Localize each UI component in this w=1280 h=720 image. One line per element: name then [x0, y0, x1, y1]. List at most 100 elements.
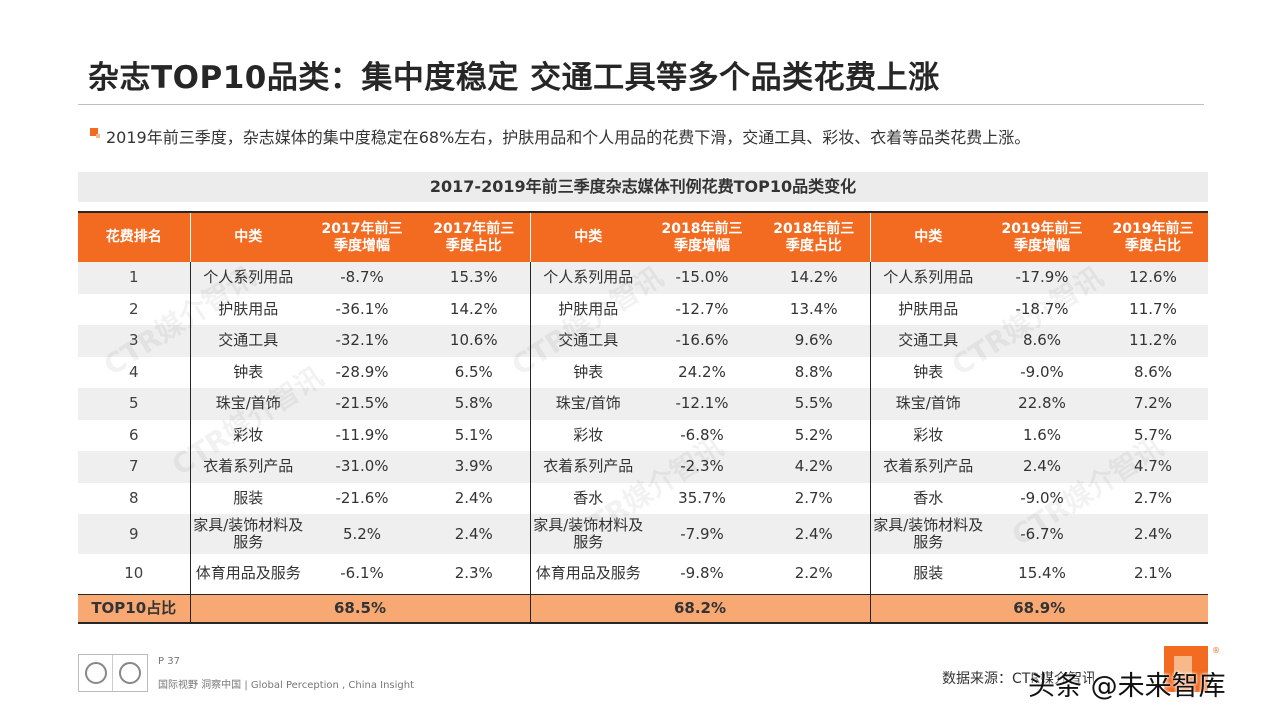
table-row: 3 交通工具 -32.1% 10.6% 交通工具 -16.6% 9.6% 交通工具 8.6% 11… — [78, 325, 1208, 357]
header-category-2019: 中类 — [870, 211, 986, 262]
growth-cell: -28.9% — [306, 356, 418, 388]
rank-cell: 1 — [78, 262, 191, 294]
rank-cell: 3 — [78, 325, 191, 357]
rank-cell: 10 — [78, 554, 191, 594]
category-cell: 服装 — [190, 482, 306, 514]
header-share-2018: 2018年前三 季度占比 — [758, 211, 871, 262]
certification-logo — [78, 654, 148, 692]
growth-cell: -6.1% — [306, 554, 418, 594]
share-cell: 14.2% — [418, 293, 531, 325]
category-cell: 护肤用品 — [530, 293, 646, 325]
rank-cell: 5 — [78, 388, 191, 420]
growth-cell: -8.7% — [306, 262, 418, 294]
share-cell: 5.8% — [418, 388, 531, 420]
header-share-2017: 2017年前三 季度占比 — [418, 211, 531, 262]
growth-cell: -32.1% — [306, 325, 418, 357]
data-table: 花费排名 中类 2017年前三 季度增幅 2017年前三 季度占比 中类 2018年… — [78, 211, 1208, 624]
footer-label: TOP10占比 — [78, 593, 191, 624]
growth-cell: -31.0% — [306, 451, 418, 483]
category-cell: 钟表 — [530, 356, 646, 388]
share-cell: 2.4% — [758, 514, 871, 554]
rank-cell: 9 — [78, 514, 191, 554]
category-cell: 珠宝/首饰 — [190, 388, 306, 420]
category-cell: 交通工具 — [530, 325, 646, 357]
category-cell: 个人系列用品 — [530, 262, 646, 294]
category-cell: 香水 — [870, 482, 986, 514]
growth-cell: -9.0% — [986, 356, 1098, 388]
category-cell: 家具/装饰材料及服务 — [870, 514, 986, 554]
growth-cell: -17.9% — [986, 262, 1098, 294]
share-cell: 2.2% — [758, 554, 871, 594]
growth-cell: -11.9% — [306, 419, 418, 451]
share-cell: 2.7% — [1098, 482, 1208, 514]
share-cell: 2.4% — [1098, 514, 1208, 554]
growth-cell: -12.7% — [646, 293, 758, 325]
footer-value-2018: 68.2% — [530, 593, 871, 624]
table-row: 7 衣着系列产品 -31.0% 3.9% 衣着系列产品 -2.3% 4.2% 衣着系列产品 2.… — [78, 451, 1208, 483]
share-cell: 12.6% — [1098, 262, 1208, 294]
source-overlay-watermark: 头条 @未来智库 — [1028, 671, 1226, 702]
category-cell: 珠宝/首饰 — [870, 388, 986, 420]
footer-value-2017: 68.5% — [190, 593, 531, 624]
page-number: P 37 — [158, 656, 180, 667]
iso-badge-icon — [79, 655, 113, 691]
category-cell: 衣着系列产品 — [190, 451, 306, 483]
share-cell: 2.4% — [418, 482, 531, 514]
share-cell: 4.7% — [1098, 451, 1208, 483]
rank-cell: 2 — [78, 293, 191, 325]
category-cell: 个人系列用品 — [870, 262, 986, 294]
growth-cell: -21.6% — [306, 482, 418, 514]
growth-cell: -18.7% — [986, 293, 1098, 325]
table-row: 2 护肤用品 -36.1% 14.2% 护肤用品 -12.7% 13.4% 护肤用品 -18.7… — [78, 293, 1208, 325]
share-cell: 2.4% — [418, 514, 531, 554]
share-cell: 5.1% — [418, 419, 531, 451]
header-share-2019: 2019年前三 季度占比 — [1098, 211, 1208, 262]
share-cell: 6.5% — [418, 356, 531, 388]
category-cell: 衣着系列产品 — [870, 451, 986, 483]
share-cell: 9.6% — [758, 325, 871, 357]
category-cell: 钟表 — [190, 356, 306, 388]
growth-cell: -9.0% — [986, 482, 1098, 514]
header-rank: 花费排名 — [78, 211, 191, 262]
table-row: 9 家具/装饰材料及服务 5.2% 2.4% 家具/装饰材料及服务 -7.9% 2.4% 家具… — [78, 514, 1208, 554]
growth-cell: 5.2% — [306, 514, 418, 554]
category-cell: 体育用品及服务 — [190, 554, 306, 594]
growth-cell: -9.8% — [646, 554, 758, 594]
category-cell: 彩妆 — [870, 419, 986, 451]
category-cell: 衣着系列产品 — [530, 451, 646, 483]
category-cell: 钟表 — [870, 356, 986, 388]
header-category-2018: 中类 — [530, 211, 646, 262]
footer-tagline: 国际视野 洞察中国 | Global Perception , China In… — [158, 680, 415, 691]
growth-cell: 24.2% — [646, 356, 758, 388]
table-row: 10 体育用品及服务 -6.1% 2.3% 体育用品及服务 -9.8% 2.2% 服装 15.4… — [78, 554, 1208, 594]
bullet-icon — [90, 128, 100, 138]
header-growth-2018: 2018年前三 季度增幅 — [646, 211, 758, 262]
table-row: 8 服装 -21.6% 2.4% 香水 35.7% 2.7% 香水 -9.0% 2.7% — [78, 482, 1208, 514]
category-cell: 个人系列用品 — [190, 262, 306, 294]
table-row: 1 个人系列用品 -8.7% 15.3% 个人系列用品 -15.0% 14.2% 个人系列用品… — [78, 262, 1208, 294]
registered-mark: ® — [1212, 646, 1220, 655]
growth-cell: -16.6% — [646, 325, 758, 357]
growth-cell: -36.1% — [306, 293, 418, 325]
growth-cell: 2.4% — [986, 451, 1098, 483]
rank-cell: 7 — [78, 451, 191, 483]
growth-cell: -7.9% — [646, 514, 758, 554]
table-footer-row: TOP10占比 68.5% 68.2% 68.9% — [78, 593, 1208, 624]
rank-cell: 4 — [78, 356, 191, 388]
category-cell: 彩妆 — [190, 419, 306, 451]
share-cell: 11.2% — [1098, 325, 1208, 357]
share-cell: 5.5% — [758, 388, 871, 420]
growth-cell: -2.3% — [646, 451, 758, 483]
share-cell: 13.4% — [758, 293, 871, 325]
share-cell: 2.1% — [1098, 554, 1208, 594]
category-cell: 服装 — [870, 554, 986, 594]
share-cell: 5.7% — [1098, 419, 1208, 451]
slide-title: 杂志TOP10品类：集中度稳定 交通工具等多个品类花费上涨 — [88, 60, 940, 96]
category-cell: 珠宝/首饰 — [530, 388, 646, 420]
growth-cell: 1.6% — [986, 419, 1098, 451]
table-row: 5 珠宝/首饰 -21.5% 5.8% 珠宝/首饰 -12.1% 5.5% 珠宝/首饰 22.8… — [78, 388, 1208, 420]
category-cell: 家具/装饰材料及服务 — [190, 514, 306, 554]
header-category-2017: 中类 — [190, 211, 306, 262]
slide-subtitle: 2019年前三季度，杂志媒体的集中度稳定在68%左右，护肤用品和个人用品的花费下… — [106, 128, 1031, 147]
share-cell: 10.6% — [418, 325, 531, 357]
